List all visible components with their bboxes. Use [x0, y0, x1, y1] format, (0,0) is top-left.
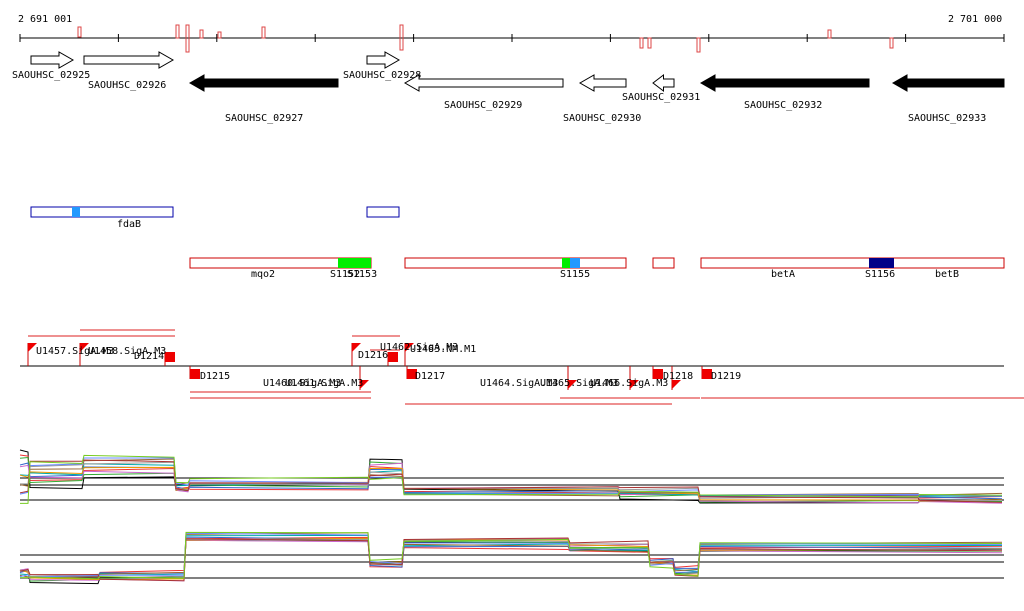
ruler-marker: [199, 29, 204, 39]
site-label: D1218: [663, 371, 693, 382]
ruler-end: 2 701 000: [948, 14, 1002, 25]
site-label: D1215: [200, 371, 230, 382]
feature-label: betB: [935, 269, 959, 280]
gene-arrow: [578, 74, 627, 92]
site-marker: [405, 343, 414, 352]
site-marker: [165, 352, 175, 362]
ruler-marker: [696, 37, 701, 53]
site-label: D1217: [415, 371, 445, 382]
gene-label: SAOUHSC_02927: [225, 113, 303, 124]
expression-trace: [20, 531, 1003, 580]
site-marker: [568, 380, 577, 389]
feature-box: [700, 257, 1005, 269]
feature-block: [869, 258, 894, 268]
site-label: D1214: [134, 351, 164, 362]
site-label: D1219: [711, 371, 741, 382]
ruler-marker: [827, 29, 832, 39]
site-label: U1464.SigA.M3: [480, 378, 558, 389]
gene-arrow: [30, 51, 75, 69]
feature-label: S1156: [865, 269, 895, 280]
site-label: U1461.SigA.M3: [285, 378, 363, 389]
gene-label: SAOUHSC_02932: [744, 100, 822, 111]
gene-label: SAOUHSC_02925: [12, 70, 90, 81]
feature-label: fdaB: [117, 219, 141, 230]
gene-arrow: [366, 51, 401, 69]
site-label: U1458.SigA.M3: [88, 346, 166, 357]
ruler-marker: [77, 26, 82, 38]
ruler-marker: [647, 37, 652, 49]
feature-label: S1152: [330, 269, 360, 280]
ruler-start: 2 691 001: [18, 14, 72, 25]
site-marker: [672, 380, 681, 389]
gene-label: SAOUHSC_02933: [908, 113, 986, 124]
ruler-marker: [175, 24, 180, 39]
gene-arrow: [403, 74, 564, 92]
ruler-marker: [399, 24, 404, 51]
feature-box: [30, 206, 174, 218]
feature-box: [652, 257, 675, 269]
site-label: U1462.SigA.M3: [380, 342, 458, 353]
ruler-marker: [639, 37, 644, 49]
feature-block: [562, 258, 570, 268]
feature-label: betA: [771, 269, 795, 280]
feature-box: [404, 257, 627, 269]
site-marker: [653, 369, 663, 379]
gene-label: SAOUHSC_02928: [343, 70, 421, 81]
gene-label: SAOUHSC_02926: [88, 80, 166, 91]
gene-arrow: [891, 74, 1005, 92]
site-marker: [407, 369, 417, 379]
ruler-marker: [217, 31, 222, 39]
site-marker: [630, 380, 639, 389]
expression-trace: [20, 454, 1003, 504]
gene-label: SAOUHSC_02930: [563, 113, 641, 124]
gene-arrow: [83, 51, 175, 69]
site-marker: [352, 343, 361, 352]
feature-block: [72, 207, 80, 217]
ruler-marker: [261, 26, 266, 39]
feature-label: mqo2: [251, 269, 275, 280]
site-marker: [388, 352, 398, 362]
gene-label: SAOUHSC_02929: [444, 100, 522, 111]
site-marker: [28, 343, 37, 352]
site-label: D1216: [358, 350, 388, 361]
feature-block: [570, 258, 580, 268]
site-marker: [360, 380, 369, 389]
ruler-marker: [185, 24, 190, 53]
site-marker: [190, 369, 200, 379]
gene-label: SAOUHSC_02931: [622, 92, 700, 103]
site-label: U1466.SigA.M3: [590, 378, 668, 389]
gene-arrow: [188, 74, 339, 92]
site-marker: [702, 369, 712, 379]
gene-arrow: [699, 74, 870, 92]
ruler-marker: [889, 37, 894, 49]
site-label: U1463.NM.M1: [410, 344, 476, 355]
tracks: 2 691 001 2 701 000SAOUHSC_02925SAOUHSC_0…: [12, 14, 1024, 585]
site-label: U1460.SigA.M3: [263, 378, 341, 389]
feature-label: S1153: [347, 269, 377, 280]
site-label: U1465.SigA.M3: [540, 378, 618, 389]
site-label: U1457.SigA.M3: [36, 346, 114, 357]
site-marker: [80, 343, 89, 352]
feature-label: S1155: [560, 269, 590, 280]
feature-block: [338, 258, 371, 268]
feature-box: [366, 206, 400, 218]
gene-arrow: [652, 73, 675, 93]
